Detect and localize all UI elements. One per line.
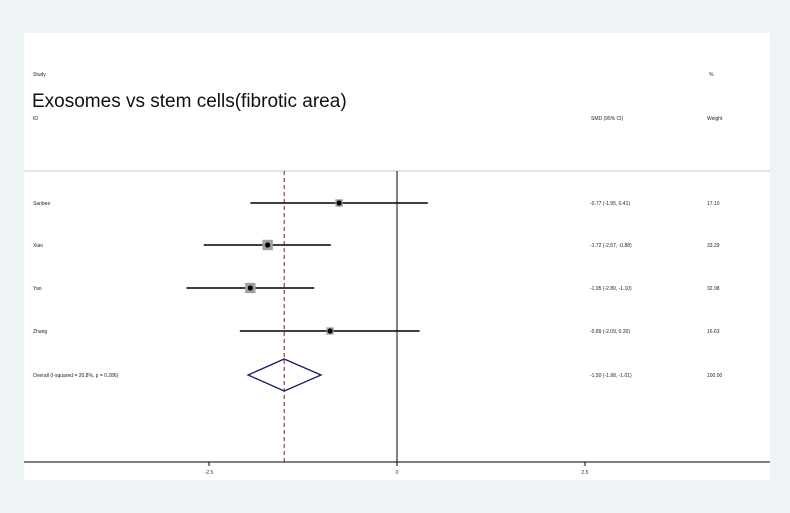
header-study-label: Study	[33, 72, 46, 78]
study-weight-text: 32.98	[707, 286, 720, 292]
overall-weight-text: 100.00	[707, 373, 723, 379]
overall-diamond	[246, 358, 323, 392]
study-point	[336, 200, 342, 206]
study-weight-text: 17.10	[707, 201, 720, 207]
study-label: Zhang	[33, 329, 47, 335]
study-label: Xiao	[33, 243, 43, 249]
study-label: Yao	[33, 286, 42, 292]
study-point	[327, 328, 333, 334]
x-tick-label: -2.5	[205, 470, 214, 476]
chart-title: Exosomes vs stem cells(fibrotic area)	[32, 91, 347, 112]
overall-ci-text: -1.50 (-1.98, -1.01)	[590, 373, 632, 379]
study-label: Sanbee	[33, 201, 50, 207]
header-id-label: ID	[33, 116, 38, 122]
x-tick-label: 0	[396, 470, 399, 476]
overall-label: Overall (I-squared = 20.8%, p = 0.286)	[33, 373, 119, 379]
header-weight-label: Weight	[707, 116, 723, 122]
x-tick-label: 2.5	[582, 470, 589, 476]
header-weight-percent: %	[709, 72, 714, 78]
study-ci-text: -1.95 (-2.80, -1.10)	[590, 286, 632, 292]
study-weight-text: 16.63	[707, 329, 720, 335]
study-ci-text: -0.77 (-1.95, 0.41)	[590, 201, 630, 207]
header-effect-label: SMD (95% CI)	[591, 116, 624, 122]
study-point	[265, 242, 271, 248]
study-ci-text: -1.72 (-2.57, -0.88)	[590, 243, 632, 249]
study-point	[247, 285, 253, 291]
study-weight-text: 33.29	[707, 243, 720, 249]
study-ci-text: -0.89 (-2.09, 0.30)	[590, 329, 630, 335]
